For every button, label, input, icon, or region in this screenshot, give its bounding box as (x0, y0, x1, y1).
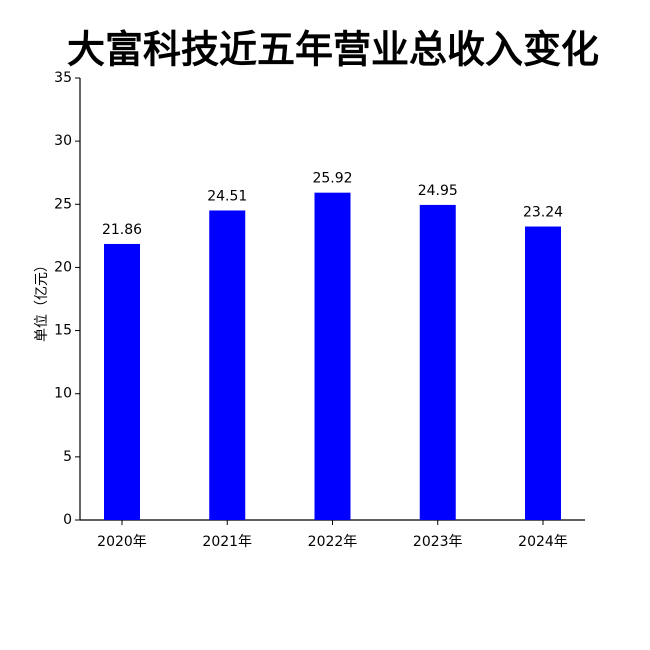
y-tick-label: 35 (54, 70, 72, 86)
x-tick-label: 2024年 (518, 534, 568, 550)
y-tick-label: 0 (63, 512, 72, 528)
bar (525, 226, 561, 520)
bar (314, 192, 351, 521)
x-tick-label: 2022年 (308, 534, 358, 550)
value-label: 21.86 (102, 222, 142, 238)
value-label: 24.51 (207, 188, 247, 204)
y-tick-label: 25 (54, 196, 72, 212)
y-tick-label: 10 (54, 386, 72, 402)
bar (209, 210, 246, 521)
value-label: 25.92 (312, 171, 352, 187)
chart-title: 大富科技近五年营业总收入变化 (67, 28, 599, 72)
x-tick-label: 2021年 (202, 534, 252, 550)
y-axis-label: 单位（亿元） (34, 258, 50, 342)
x-tick-label: 2020年 (97, 534, 147, 550)
x-tick-label: 2023年 (413, 534, 463, 550)
value-label: 24.95 (418, 183, 458, 199)
bar (104, 243, 140, 520)
bar (419, 204, 456, 520)
y-tick-label: 5 (63, 449, 72, 465)
y-tick-label: 15 (54, 323, 72, 339)
value-label: 23.24 (523, 205, 563, 221)
y-tick-label: 20 (54, 259, 72, 275)
y-tick-label: 30 (54, 133, 72, 149)
